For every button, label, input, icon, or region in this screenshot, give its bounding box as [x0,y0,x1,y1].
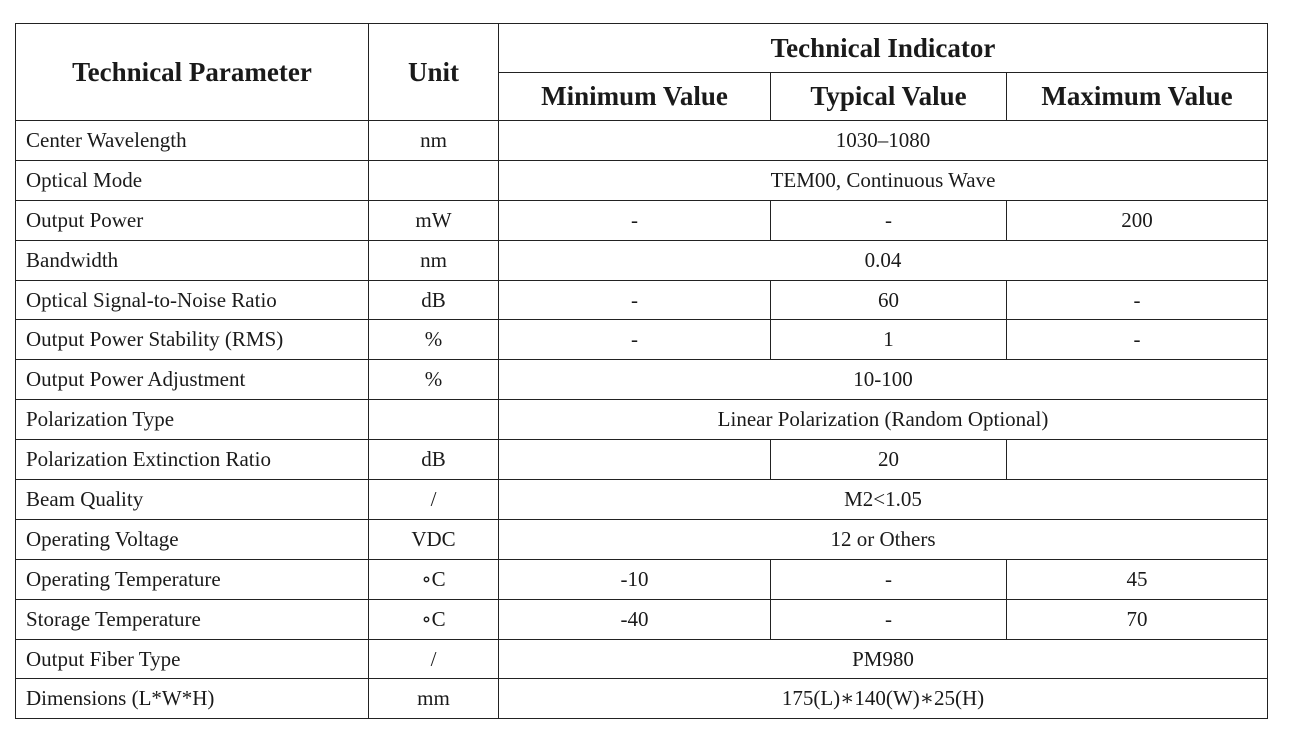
table-cell: 1030–1080 [497,120,1269,161]
table-cell: Operating Temperature [15,558,369,600]
table-cell: Polarization Type [15,399,369,441]
table-cell: TEM00, Continuous Wave [497,159,1269,201]
table-row: Polarization Type Linear Polarization (Ra… [15,399,1269,441]
table-cell: - [1005,279,1269,321]
table-cell: VDC [368,518,499,560]
table-cell: -10 [498,558,771,600]
spec-table: Technical Parameter Unit Technical Indic… [15,23,1269,720]
table-cell: Dimensions (L*W*H) [15,678,369,720]
table-cell: ∘C [368,598,499,640]
table-cell: 70 [1005,598,1269,640]
table-row: Output Power Adjustment% 10-100 [15,359,1269,401]
table-cell [498,439,771,481]
table-cell: - [498,319,771,361]
table-cell [1005,439,1269,481]
table-cell [368,159,499,201]
table-cell: PM980 [497,638,1269,680]
table-cell: - [770,558,1007,600]
header-cell: Unit [368,23,499,121]
table-cell [368,399,499,441]
table-cell: 10-100 [497,359,1269,401]
table-row: Output Power mW - -200 [15,199,1269,241]
table-cell: / [368,479,499,520]
table-row: Optical Signal-to-Noise Ratio dB -60- [15,279,1269,321]
table-cell: Output Power Stability (RMS) [15,319,369,361]
table-cell: 60 [770,279,1007,321]
header-row: Minimum Value Typical Value Maximum Valu… [16,72,1269,121]
table-cell: - [1005,319,1269,361]
table-cell: 45 [1005,558,1269,600]
table-cell: Output Power [15,199,369,241]
table-cell: 1 [770,319,1007,361]
table-cell: Output Power Adjustment [15,359,369,401]
header-cell: Maximum Value [1005,72,1269,121]
table-cell: 175(L)∗140(W)∗25(H) [497,678,1269,720]
table-cell: - [498,199,771,241]
header-cell: Technical Parameter [15,23,369,121]
table-cell: ∘C [368,558,499,600]
table-cell: 12 or Others [497,518,1269,560]
table-cell: - [498,279,771,321]
table-cell: Operating Voltage [15,518,369,560]
table-row: Operating Voltage VDC 12 or Others [15,518,1269,560]
table-cell: - [770,199,1007,241]
table-cell: - [770,598,1007,640]
table-row: Optical Mode TEM00, Continuous Wave [15,159,1269,201]
table-row: Bandwidth nm 0.04 [15,239,1269,281]
table-cell: dB [368,439,499,481]
table-body: Center Wavelength nm 1030–1080 Optical Mode… [15,120,1269,720]
table-cell: Optical Mode [15,159,369,201]
table-cell: Bandwidth [15,239,369,281]
table-cell: Beam Quality [15,479,369,520]
table-cell: Storage Temperature [15,598,369,640]
header-cell: Typical Value [770,72,1007,121]
table-cell: dB [368,279,499,321]
table-cell: nm [368,120,499,161]
table-cell: 200 [1005,199,1269,241]
table-cell: nm [368,239,499,281]
table-row: Beam Quality / M2<1.05 [15,479,1269,520]
table-cell: -40 [498,598,771,640]
table-cell: / [368,638,499,680]
table-cell: % [368,359,499,401]
table-row: Output Power Stability (RMS)% -1- [15,319,1269,361]
table-row: Storage Temperature ∘C -40-70 [15,598,1269,640]
table-cell: mW [368,199,499,241]
table-cell: Polarization Extinction Ratio [15,439,369,481]
table-row: Dimensions (L*W*H) mm 175(L)∗140(W)∗25(H) [15,678,1269,720]
header-cell: Technical Indicator [497,23,1269,73]
table-row: Output Fiber Type / PM980 [15,638,1269,680]
table-cell: 20 [770,439,1007,481]
table-cell: Output Fiber Type [15,638,369,680]
table-cell: Center Wavelength [15,120,369,161]
table-cell: Optical Signal-to-Noise Ratio [15,279,369,321]
table-cell: 0.04 [497,239,1269,281]
header-cell: Minimum Value [498,72,771,121]
table-row: Polarization Extinction Ratio dB 20 [15,439,1269,481]
table-cell: % [368,319,499,361]
table-cell: mm [368,678,499,720]
table-cell: Linear Polarization (Random Optional) [497,399,1269,441]
header-row: Technical Parameter Unit Technical Indic… [15,23,1269,121]
table-cell: M2<1.05 [497,479,1269,520]
table-row: Operating Temperature ∘C -10-45 [15,558,1269,600]
table-row: Center Wavelength nm 1030–1080 [15,120,1269,161]
